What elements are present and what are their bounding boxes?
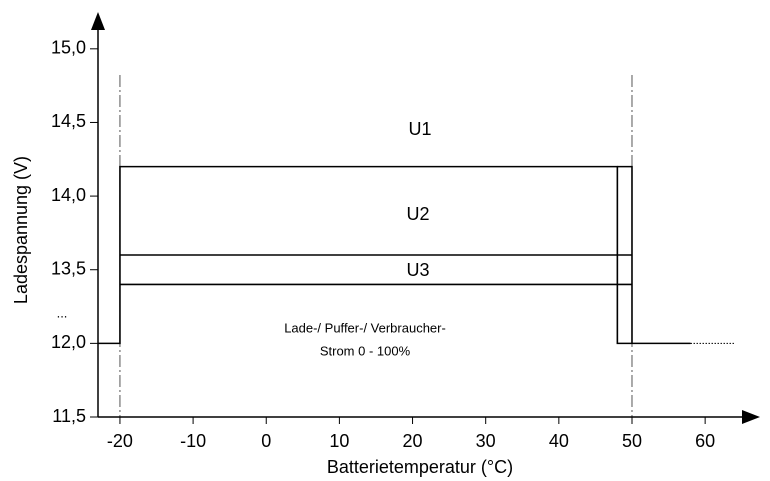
annotation: Lade-/ Puffer-/ Verbraucher- bbox=[284, 320, 446, 335]
x-axis-arrow bbox=[742, 410, 760, 424]
x-tick-label: 20 bbox=[403, 431, 423, 451]
x-tick-label: 30 bbox=[476, 431, 496, 451]
series-line bbox=[98, 165, 691, 345]
y-tick-label: 14,5 bbox=[51, 111, 86, 131]
y-tick-label: 12,0 bbox=[51, 332, 86, 352]
y-axis-arrow bbox=[91, 12, 105, 30]
annotation: U1 bbox=[408, 119, 431, 139]
y-tick-label: 15,0 bbox=[51, 38, 86, 58]
series-line bbox=[617, 165, 633, 344]
annotation: U2 bbox=[406, 204, 429, 224]
x-tick-label: 50 bbox=[622, 431, 642, 451]
axis-break-label: ... bbox=[57, 305, 68, 320]
x-tick-label: -10 bbox=[180, 431, 206, 451]
x-tick-label: 40 bbox=[549, 431, 569, 451]
y-tick-label: 13,5 bbox=[51, 258, 86, 278]
x-tick-label: 0 bbox=[261, 431, 271, 451]
x-tick-label: -20 bbox=[107, 431, 133, 451]
x-tick-label: 60 bbox=[695, 431, 715, 451]
y-tick-label: 11,5 bbox=[52, 406, 86, 426]
x-axis-label: Batterietemperatur (°C) bbox=[327, 457, 513, 477]
y-tick-label: 14,0 bbox=[51, 185, 86, 205]
annotation: U3 bbox=[406, 260, 429, 280]
y-axis-label: Ladespannung (V) bbox=[11, 156, 31, 304]
x-tick-label: 10 bbox=[329, 431, 349, 451]
annotation: Strom 0 - 100% bbox=[320, 343, 411, 358]
